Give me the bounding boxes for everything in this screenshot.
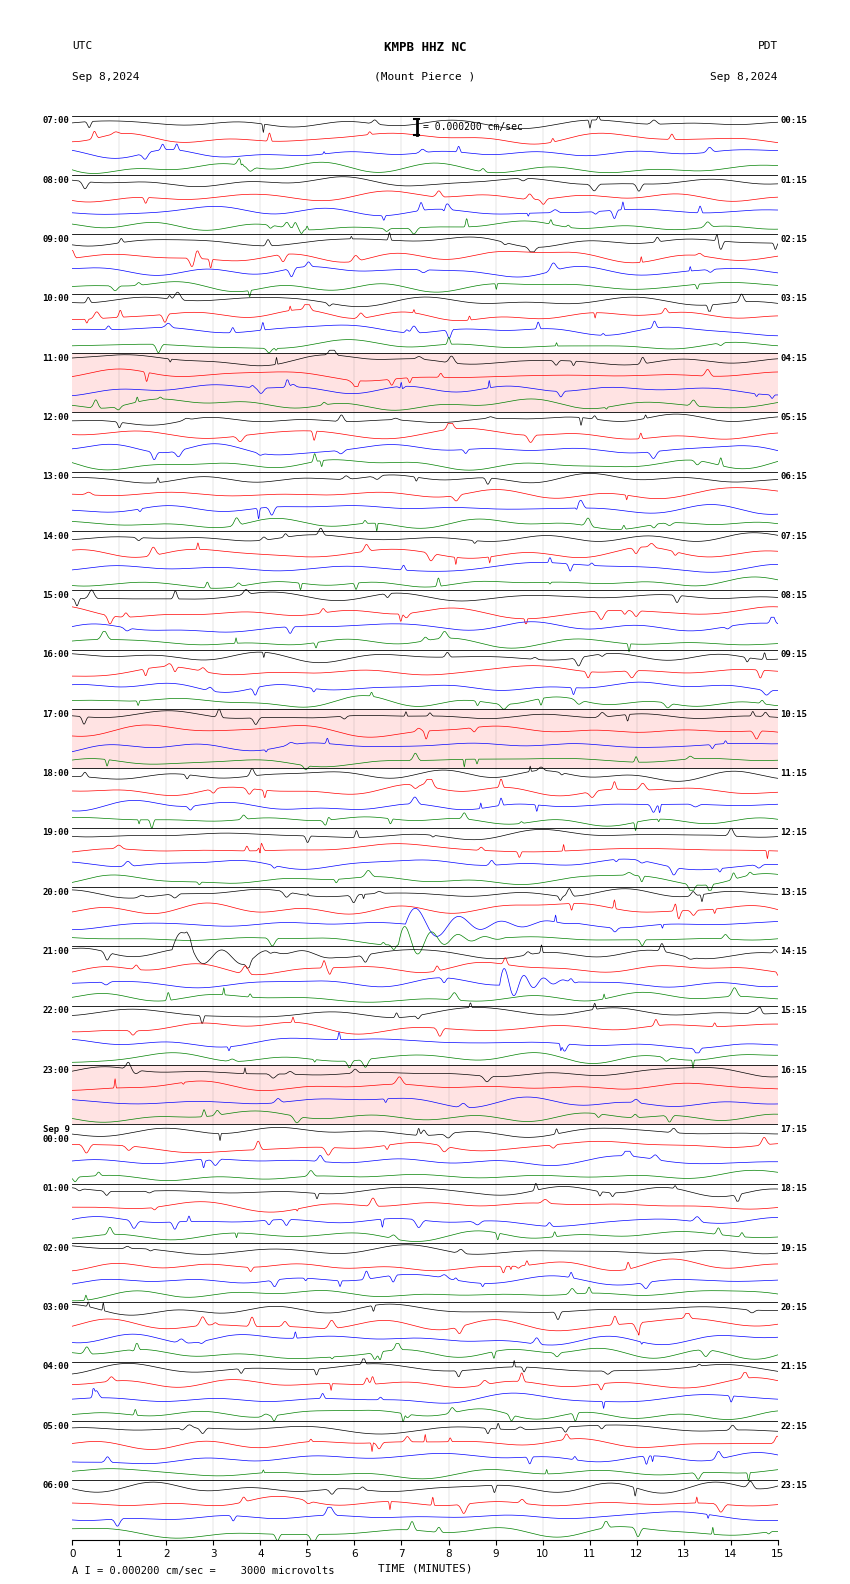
Text: 13:00: 13:00 (42, 472, 70, 482)
Text: KMPB HHZ NC: KMPB HHZ NC (383, 41, 467, 54)
Text: 17:15: 17:15 (780, 1125, 808, 1134)
Text: 12:15: 12:15 (780, 828, 808, 838)
Text: 23:15: 23:15 (780, 1481, 808, 1491)
Text: 20:15: 20:15 (780, 1304, 808, 1312)
Text: 09:15: 09:15 (780, 651, 808, 659)
X-axis label: TIME (MINUTES): TIME (MINUTES) (377, 1563, 473, 1573)
Text: UTC: UTC (72, 41, 93, 51)
Text: Sep 8,2024: Sep 8,2024 (711, 71, 778, 82)
Text: 07:15: 07:15 (780, 532, 808, 540)
Text: A I = 0.000200 cm/sec =    3000 microvolts: A I = 0.000200 cm/sec = 3000 microvolts (72, 1567, 335, 1576)
Text: 20:00: 20:00 (42, 887, 70, 897)
Text: 13:15: 13:15 (780, 887, 808, 897)
Text: 14:00: 14:00 (42, 532, 70, 540)
Bar (72, 710, 778, 768)
Text: 17:00: 17:00 (42, 710, 70, 719)
Text: 19:15: 19:15 (780, 1243, 808, 1253)
Text: 00:15: 00:15 (780, 116, 808, 125)
Bar (72, 1064, 778, 1125)
Text: 02:00: 02:00 (42, 1243, 70, 1253)
Text: 05:00: 05:00 (42, 1422, 70, 1430)
Text: 04:00: 04:00 (42, 1362, 70, 1372)
Text: 10:15: 10:15 (780, 710, 808, 719)
Text: 09:00: 09:00 (42, 234, 70, 244)
Bar (72, 353, 778, 412)
Text: 11:00: 11:00 (42, 353, 70, 363)
Text: 18:00: 18:00 (42, 770, 70, 778)
Text: 19:00: 19:00 (42, 828, 70, 838)
Text: 03:15: 03:15 (780, 295, 808, 304)
Text: 14:15: 14:15 (780, 947, 808, 957)
Text: 15:15: 15:15 (780, 1006, 808, 1015)
Text: 03:00: 03:00 (42, 1304, 70, 1312)
Text: 06:00: 06:00 (42, 1481, 70, 1491)
Text: PDT: PDT (757, 41, 778, 51)
Text: 08:00: 08:00 (42, 176, 70, 185)
Text: 02:15: 02:15 (780, 234, 808, 244)
Text: 18:15: 18:15 (780, 1185, 808, 1193)
Text: 21:00: 21:00 (42, 947, 70, 957)
Text: 22:15: 22:15 (780, 1422, 808, 1430)
Text: 06:15: 06:15 (780, 472, 808, 482)
Text: Sep 9
00:00: Sep 9 00:00 (42, 1125, 70, 1145)
Text: 23:00: 23:00 (42, 1066, 70, 1074)
Text: 11:15: 11:15 (780, 770, 808, 778)
Text: 15:00: 15:00 (42, 591, 70, 600)
Text: = 0.000200 cm/sec: = 0.000200 cm/sec (423, 122, 523, 131)
Text: (Mount Pierce ): (Mount Pierce ) (374, 71, 476, 82)
Text: 12:00: 12:00 (42, 413, 70, 421)
Text: 05:15: 05:15 (780, 413, 808, 421)
Text: 04:15: 04:15 (780, 353, 808, 363)
Text: 16:15: 16:15 (780, 1066, 808, 1074)
Text: 21:15: 21:15 (780, 1362, 808, 1372)
Text: 08:15: 08:15 (780, 591, 808, 600)
Text: 22:00: 22:00 (42, 1006, 70, 1015)
Text: 10:00: 10:00 (42, 295, 70, 304)
Text: Sep 8,2024: Sep 8,2024 (72, 71, 139, 82)
Text: 01:00: 01:00 (42, 1185, 70, 1193)
Text: 07:00: 07:00 (42, 116, 70, 125)
Text: 01:15: 01:15 (780, 176, 808, 185)
Text: 16:00: 16:00 (42, 651, 70, 659)
